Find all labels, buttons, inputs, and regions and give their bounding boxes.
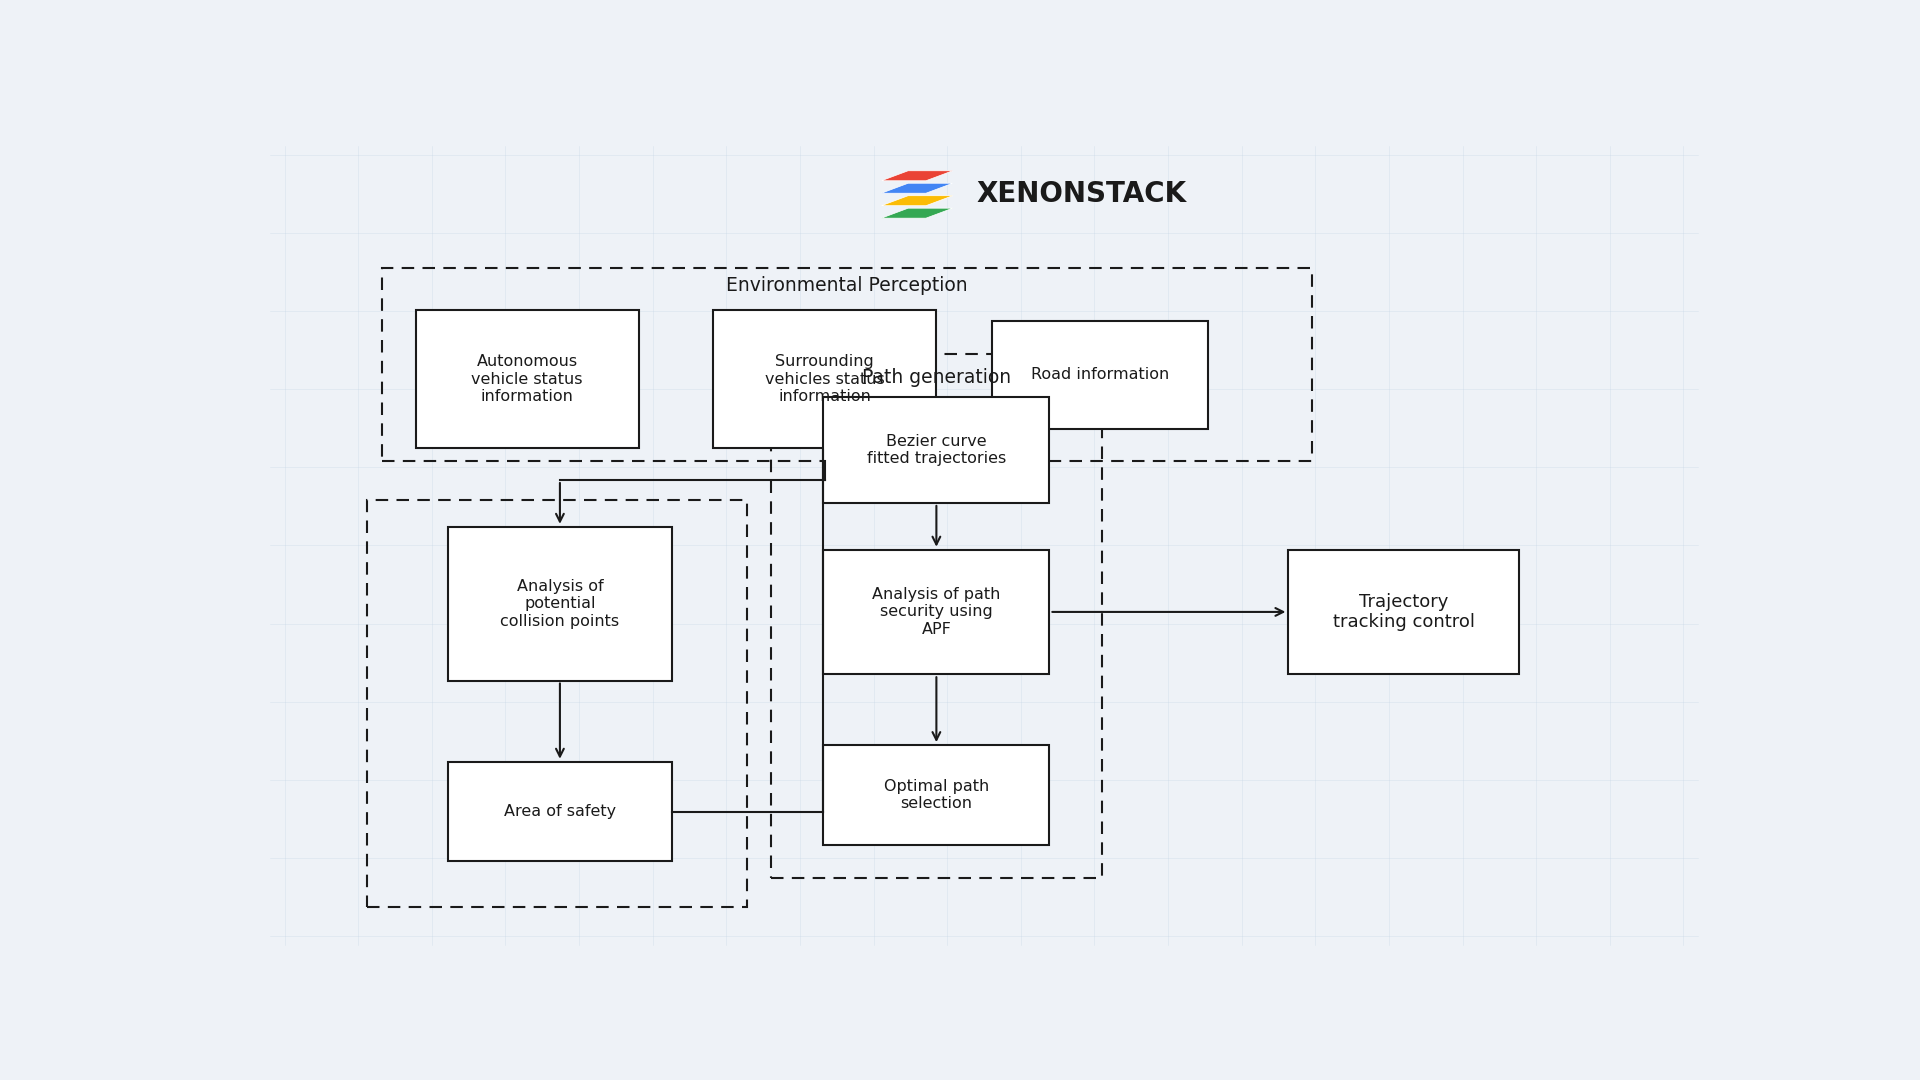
Text: Path generation: Path generation	[862, 368, 1012, 387]
FancyBboxPatch shape	[824, 396, 1050, 503]
Text: XENONSTACK: XENONSTACK	[977, 179, 1187, 207]
FancyBboxPatch shape	[415, 310, 639, 448]
FancyBboxPatch shape	[449, 761, 672, 862]
Text: Analysis of
potential
collision points: Analysis of potential collision points	[501, 579, 620, 629]
Text: Autonomous
vehicle status
information: Autonomous vehicle status information	[472, 354, 584, 404]
Polygon shape	[881, 184, 952, 193]
FancyBboxPatch shape	[824, 745, 1050, 845]
Text: Optimal path
selection: Optimal path selection	[883, 779, 989, 811]
Text: Environmental Perception: Environmental Perception	[726, 276, 968, 296]
FancyBboxPatch shape	[712, 310, 937, 448]
Text: Trajectory
tracking control: Trajectory tracking control	[1332, 593, 1475, 632]
Polygon shape	[881, 195, 952, 205]
Text: Road information: Road information	[1031, 367, 1169, 382]
Polygon shape	[881, 171, 952, 180]
Text: Bezier curve
fitted trajectories: Bezier curve fitted trajectories	[866, 433, 1006, 465]
FancyBboxPatch shape	[824, 550, 1050, 674]
Text: Area of safety: Area of safety	[503, 804, 616, 819]
Text: Surrounding
vehicles status
information: Surrounding vehicles status information	[764, 354, 885, 404]
FancyBboxPatch shape	[993, 321, 1208, 429]
Polygon shape	[881, 208, 952, 218]
FancyBboxPatch shape	[449, 527, 672, 680]
FancyBboxPatch shape	[1288, 550, 1519, 674]
Text: Analysis of path
security using
APF: Analysis of path security using APF	[872, 588, 1000, 637]
